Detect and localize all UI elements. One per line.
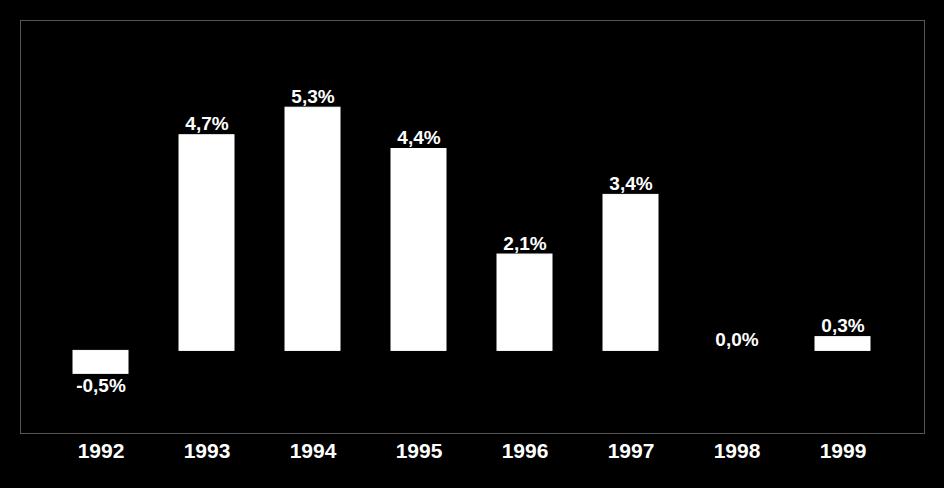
svg-text:1997: 1997 <box>608 439 655 462</box>
svg-text:1996: 1996 <box>502 439 549 462</box>
svg-text:3,4%: 3,4% <box>609 173 652 194</box>
svg-text:1998: 1998 <box>714 439 761 462</box>
svg-text:1999: 1999 <box>820 439 867 462</box>
svg-text:0,3%: 0,3% <box>821 315 864 336</box>
svg-text:1993: 1993 <box>184 439 231 462</box>
svg-text:1995: 1995 <box>396 439 443 462</box>
svg-text:1992: 1992 <box>78 439 125 462</box>
svg-text:-0,5%: -0,5% <box>76 375 126 396</box>
svg-text:1994: 1994 <box>290 439 337 462</box>
svg-text:2,1%: 2,1% <box>503 233 546 254</box>
svg-text:4,7%: 4,7% <box>185 113 228 134</box>
svg-text:5,3%: 5,3% <box>291 86 334 107</box>
svg-text:0,0%: 0,0% <box>715 329 758 350</box>
svg-text:4,4%: 4,4% <box>397 127 440 148</box>
